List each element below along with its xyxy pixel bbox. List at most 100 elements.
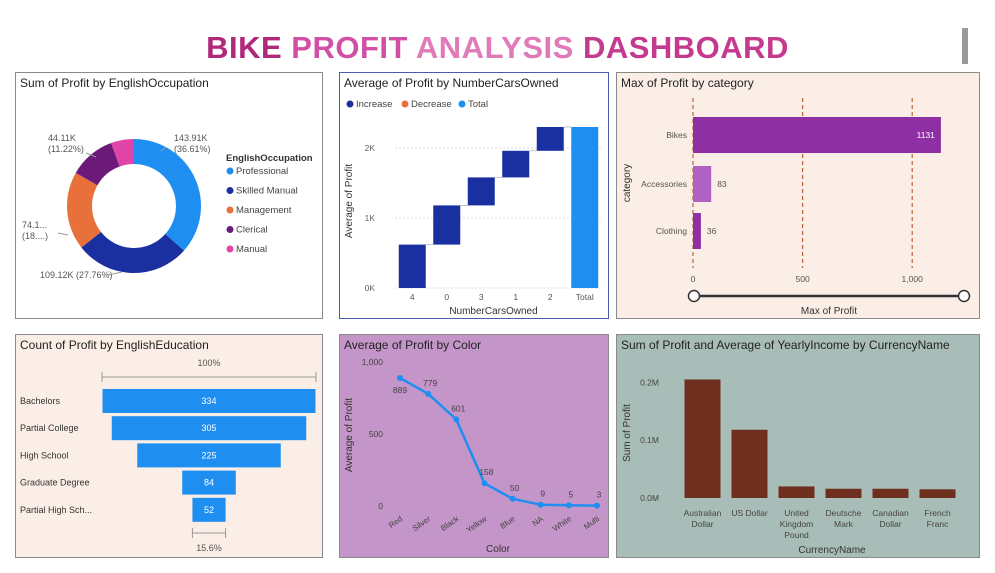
donut-slice-3 [67,172,102,248]
category-xlabel: Max of Profit [801,306,857,317]
category-chart: 0 500 1,000 Bikes 1131 Accessories 83 Clothing 3… [622,98,971,317]
title-word-1: BIKE [206,30,283,65]
color-xtick-yellow: Yellow [465,514,489,535]
education-value-4: 84 [204,478,214,488]
donut-slice-4 [75,143,120,186]
education-bar-1 [102,389,316,413]
education-category-4: Graduate Degree [20,478,90,488]
occupation-legend-item-4: Clerical [236,225,268,236]
cars-xlabel: NumberCarsOwned [449,306,537,317]
category-value-bikes: 1131 [917,130,936,140]
color-ytick-1: 500 [369,429,383,439]
donut-label-4: 44.11K (11.22%) [48,133,84,154]
cars-legend-marker-1 [346,100,354,108]
cars-legend-item-2: Decrease [411,99,452,110]
cars-legend-marker-2 [401,100,409,108]
cars-legend-marker-3 [458,100,466,108]
color-point-yellow [481,480,488,487]
leader-4 [85,152,97,158]
category-ylabel: category [622,164,633,202]
color-value-silver: 779 [423,378,437,388]
color-xtick-red: Red [387,514,404,530]
cars-title: Average of Profit by NumberCarsOwned [344,76,559,90]
cars-xtick-0: 0 [444,292,449,302]
occupation-legend-marker-4 [226,226,234,233]
education-bottom-label: 15.6% [196,543,222,553]
cars-ytick-1: 1K [365,213,376,223]
category-slider-handle-right [957,289,971,303]
category-title: Max of Profit by category [621,76,754,90]
color-ylabel: Average of Profit [344,398,355,473]
color-ytick-2: 1,000 [362,357,384,367]
currency-xtick-2: US Dollar [731,508,768,518]
currency-bar-2 [731,429,768,498]
education-value-2: 305 [201,423,216,433]
currency-xtick-4: Deutsche Mark [826,508,862,529]
cars-xtick-2: 2 [548,292,553,302]
donut-label-2: 109.12K (27.76%) [40,270,113,280]
occupation-legend-marker-5 [226,245,234,253]
currency-bar-6 [919,489,956,498]
scrollbar[interactable] [962,28,968,64]
currency-ytick-2: 0.2M [640,377,659,387]
color-point-red [397,374,403,381]
color-point-blue [509,495,516,502]
cars-bar-0 [433,205,461,245]
color-xtick-white: White [551,514,573,533]
category-ytick-clothing: Clothing [656,226,687,236]
category-value-clothing: 36 [707,226,717,236]
color-panel: Average of Profit by Color 0 500 1,000 889 R… [339,334,609,558]
education-bar-5 [192,497,226,522]
color-xtick-silver: Silver [411,514,433,533]
currency-ytick-1: 0.1M [640,435,659,445]
color-point-multi [594,502,600,509]
education-bar-4 [182,470,236,495]
color-value-na: 9 [540,489,545,499]
color-xlabel: Color [486,544,511,555]
color-xtick-multi: Multi [582,514,601,531]
color-title: Average of Profit by Color [344,338,482,352]
color-value-black: 601 [451,403,465,413]
color-xtick-blue: Blue [498,514,517,531]
color-point-white [565,502,572,509]
title-word-3: ANALYSIS [415,30,574,65]
leader-2 [107,271,123,276]
color-point-na [537,501,544,508]
education-title: Count of Profit by EnglishEducation [20,338,209,352]
education-value-1: 334 [201,396,216,406]
category-xtick-1: 500 [796,274,810,284]
education-panel: Count of Profit by EnglishEducation 100%… [15,334,323,558]
cars-xtick-3: 3 [479,292,484,302]
color-xtick-na: NA [531,514,546,528]
currency-bar-3 [778,486,815,498]
category-xtick-0: 0 [691,274,696,284]
education-value-3: 225 [201,450,216,460]
currency-ytick-0: 0.0M [640,493,659,503]
title-word-2: PROFIT [291,30,408,65]
cars-chart: Increase Decrease Total 0K 1K 2K 4 0 3 1 2 Total Num… [344,99,602,317]
leader-1 [160,146,167,152]
occupation-title: Sum of Profit by EnglishOccupation [20,76,209,90]
cars-legend-item-3: Total [468,99,488,110]
education-bar-3 [137,443,281,468]
occupation-legend-item-5: Manual [236,244,267,255]
color-value-white: 5 [568,489,573,499]
cars-panel: Average of Profit by NumberCarsOwned Inc… [339,72,609,319]
currency-title: Sum of Profit and Average of YearlyIncom… [621,338,950,352]
education-bar-2 [111,416,307,441]
color-value-multi: 3 [597,490,602,500]
occupation-chart: 143.91K (36.61%) 109.12K (27.76%) 74.1... (1… [22,133,313,280]
dashboard-title: BIKE PROFIT ANALYSIS DASHBOARD [0,30,995,66]
category-bar-bikes [693,117,941,153]
color-ytick-0: 0 [378,501,383,511]
occupation-panel: Sum of Profit by EnglishOccupation 143.9… [15,72,323,319]
education-category-5: Partial High Sch... [20,505,92,515]
donut-slice-1 [134,139,201,251]
cars-xtick-4: 4 [410,292,415,302]
color-series-line [399,376,598,507]
currency-xtick-1: Australian Dollar [684,508,722,529]
occupation-legend-item-1: Professional [236,166,288,177]
cars-ytick-2: 2K [365,143,376,153]
education-value-5: 52 [204,505,214,515]
donut-label-1: 143.91K (36.61%) [174,133,211,154]
